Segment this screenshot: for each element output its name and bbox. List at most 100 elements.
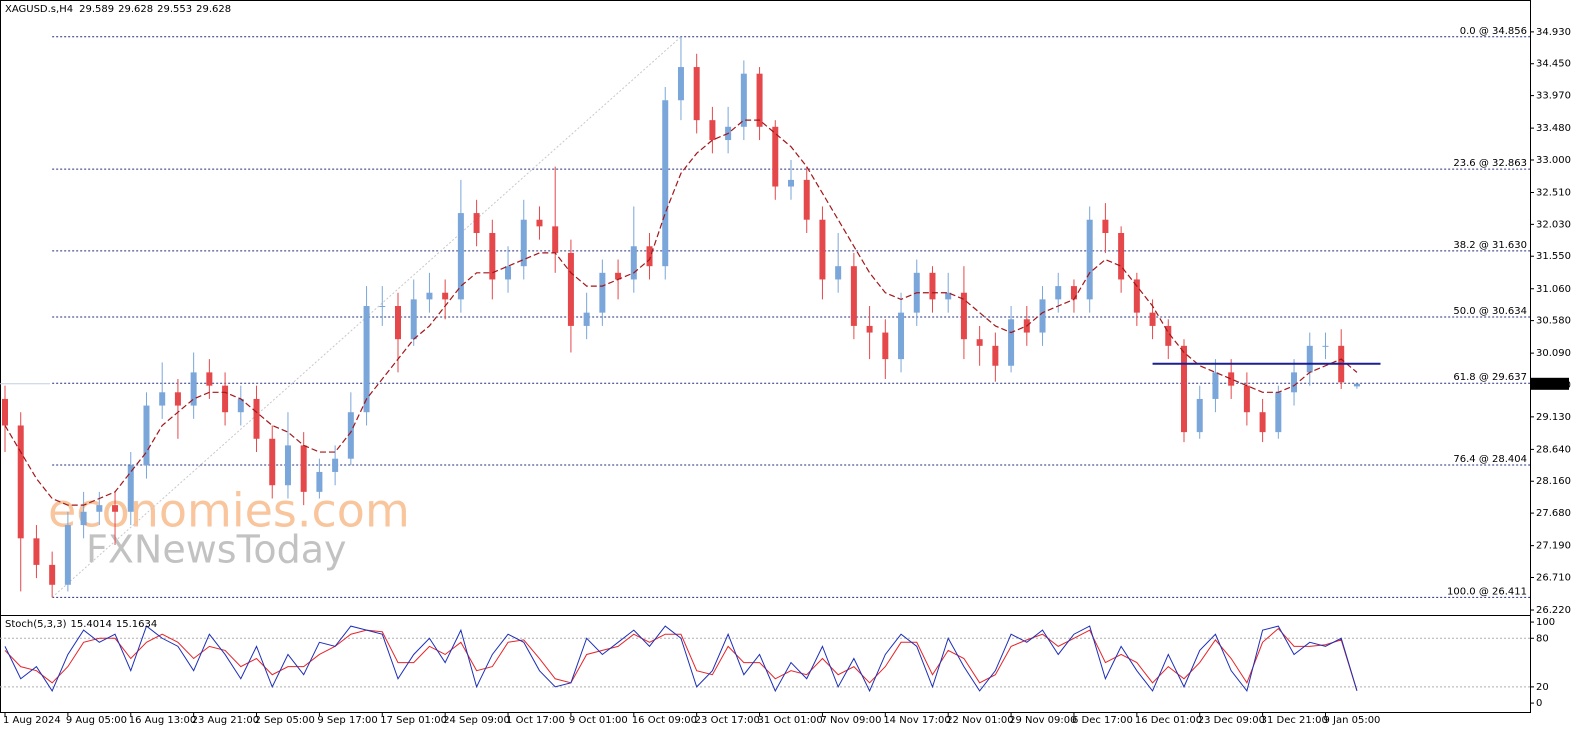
candle-body <box>552 226 559 253</box>
candle-body <box>1212 372 1219 399</box>
candle-body <box>1055 286 1062 300</box>
header-high: 29.628 <box>118 4 153 15</box>
candle-body <box>269 438 276 486</box>
y-tick-label: 26.220 <box>1536 605 1571 616</box>
candle-body <box>960 292 967 340</box>
y-tick-label: 33.000 <box>1536 155 1571 166</box>
candle-body <box>976 339 983 346</box>
candle-body <box>1353 383 1360 387</box>
x-tick-label: 31 Oct 01:00 <box>758 715 823 726</box>
candle-body <box>284 445 291 486</box>
x-tick-label: 22 Nov 01:00 <box>946 715 1013 726</box>
x-tick-label: 23 Dec 09:00 <box>1198 715 1265 726</box>
candle-body <box>1070 286 1077 300</box>
candle-body <box>630 246 637 280</box>
x-tick-label: 9 Jan 05:00 <box>1323 715 1380 726</box>
y-tick-label: 34.450 <box>1536 59 1571 70</box>
candle-body <box>788 179 794 187</box>
candle-body <box>772 126 779 187</box>
candle-body <box>473 213 480 233</box>
indicator-main: 15.4014 <box>70 619 111 630</box>
y-tick-label: 31.060 <box>1536 284 1571 295</box>
candle-body <box>1181 345 1187 433</box>
candle-body <box>803 179 810 220</box>
candle-body <box>1243 385 1250 413</box>
y-tick-label: 26.710 <box>1536 572 1571 583</box>
y-tick-label: 30.090 <box>1536 348 1571 359</box>
y-tick-label: 33.480 <box>1536 123 1571 134</box>
x-tick-label: 9 Sep 17:00 <box>317 715 377 726</box>
candle-body <box>866 325 873 333</box>
candle-body <box>363 306 370 413</box>
y-tick-label: 31.550 <box>1536 251 1571 262</box>
frame <box>0 0 1531 713</box>
y-tick-label: 32.510 <box>1536 188 1571 199</box>
fib-label: 61.8 @ 29.637 <box>1453 372 1527 383</box>
candle-body <box>237 398 244 413</box>
indicator-title: Stoch(5,3,3) <box>5 619 67 630</box>
candle-body <box>1291 372 1298 393</box>
candle-body <box>1102 219 1109 233</box>
candle-body <box>489 232 496 280</box>
candle-body <box>677 67 684 101</box>
moving-average <box>4 119 1358 506</box>
price-label: 29.628 <box>1534 379 1569 390</box>
candle-body <box>819 219 826 280</box>
header-low: 29.553 <box>157 4 192 15</box>
candle-body <box>1322 345 1329 347</box>
x-tick-label: 29 Nov 09:00 <box>1009 715 1076 726</box>
x-tick-label: 17 Sep 01:00 <box>380 715 447 726</box>
candle-body <box>1008 319 1015 366</box>
x-tick-label: 31 Dec 21:00 <box>1261 715 1328 726</box>
candle-body <box>395 306 401 340</box>
candle-body <box>316 471 323 492</box>
candle-body <box>583 312 590 326</box>
y-tick-label: 32.030 <box>1536 219 1571 230</box>
candle-body <box>206 372 213 386</box>
fib-label: 100.0 @ 26.411 <box>1447 586 1527 597</box>
candle-body <box>505 266 512 280</box>
candle-body <box>127 465 134 512</box>
candle-body <box>662 100 669 267</box>
candle-body <box>1165 325 1172 346</box>
candle-body <box>850 266 857 326</box>
candle-body <box>693 67 700 121</box>
x-tick-label: 23 Aug 21:00 <box>192 715 259 726</box>
candle-body <box>992 345 999 366</box>
candle-body <box>520 219 527 267</box>
x-tick-label: 2 Sep 05:00 <box>255 715 315 726</box>
y-tick-label: 29.130 <box>1536 412 1571 423</box>
candle-body <box>898 312 905 360</box>
watermark: economies.com <box>48 484 410 538</box>
candle-body <box>332 458 339 472</box>
candle-body <box>567 252 574 326</box>
indicator-header: Stoch(5,3,3) 15.4014 15.1634 <box>5 619 157 630</box>
candle-body <box>615 272 622 280</box>
candle-body <box>2 398 8 426</box>
fib-label: 0.0 @ 34.856 <box>1460 26 1527 37</box>
candle-body <box>49 564 56 585</box>
x-tick-label: 9 Oct 01:00 <box>569 715 628 726</box>
candle-body <box>33 538 40 565</box>
candle-body <box>835 266 842 280</box>
x-tick-label: 16 Aug 13:00 <box>129 715 196 726</box>
fib-label: 50.0 @ 30.634 <box>1453 306 1527 317</box>
candle-body <box>945 292 952 300</box>
indicator-signal: 15.1634 <box>116 619 157 630</box>
fib-label: 38.2 @ 31.630 <box>1453 240 1527 251</box>
candle-body <box>882 332 889 360</box>
candle-body <box>410 299 417 340</box>
y-tick-label: 27.680 <box>1536 508 1571 519</box>
candle-body <box>174 392 181 406</box>
symbol: XAGUSD.s,H4 <box>5 4 73 15</box>
candle-body <box>300 445 307 492</box>
price-box <box>1531 377 1569 390</box>
x-tick-label: 6 Dec 17:00 <box>1072 715 1133 726</box>
candle-body <box>379 306 386 308</box>
candle-body <box>1306 345 1313 373</box>
x-tick-label: 23 Oct 17:00 <box>695 715 760 726</box>
x-tick-label: 16 Oct 09:00 <box>632 715 697 726</box>
